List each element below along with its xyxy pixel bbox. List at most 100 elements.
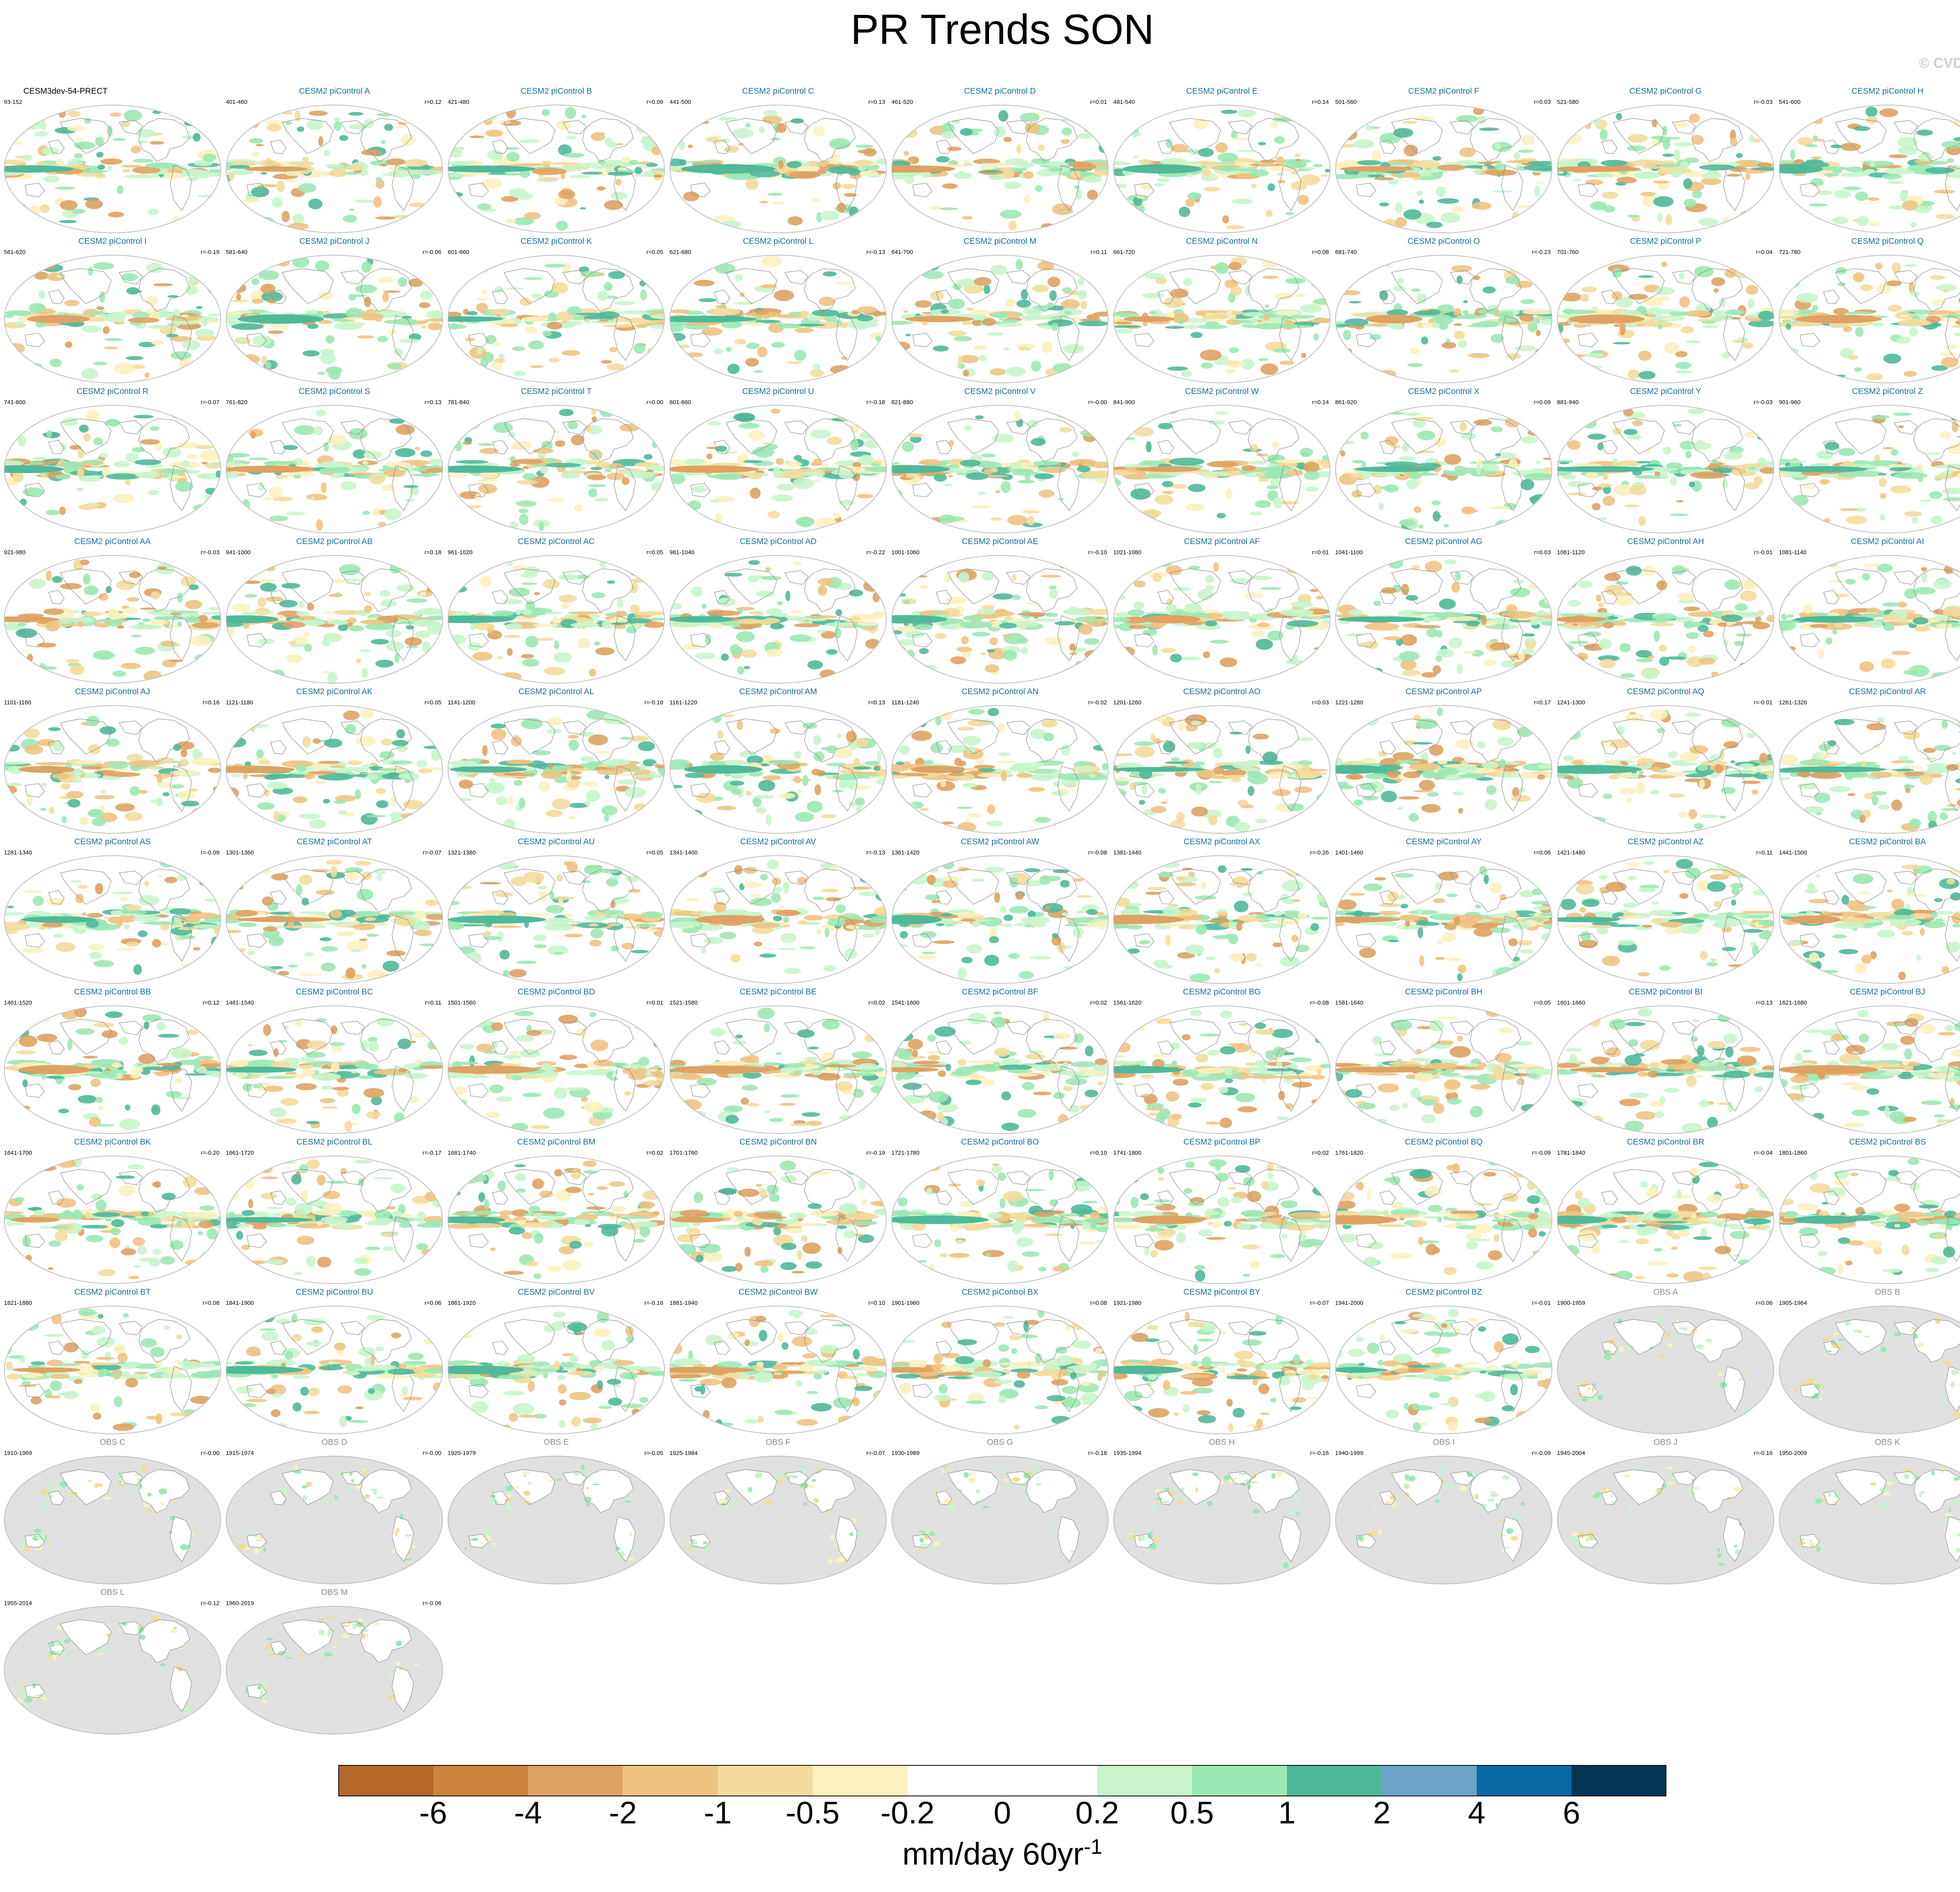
panel-title: CESM2 piControl AS <box>74 837 151 846</box>
map-panel: CESM2 piControl AW 1361-1420 r=-0.08 <box>889 837 1111 986</box>
panel-correlation: r=-0.08 <box>1088 849 1107 856</box>
map-panel: CESM2 piControl D 461-520 r=0.01 <box>889 86 1111 235</box>
panel-title: CESM2 piControl BN <box>739 1137 817 1146</box>
robinson-map <box>1779 255 1960 383</box>
robinson-map <box>4 555 221 684</box>
robinson-map <box>1335 555 1552 684</box>
colorbar-tick-label: 4 <box>1468 1795 1486 1830</box>
map-panel: CESM2 piControl AH 1061-1120 r=-0.01 <box>1555 537 1777 686</box>
map-panel: CESM2 piControl N 661-720 r=0.08 <box>1111 236 1333 385</box>
panel-years: 1481-1540 <box>226 1000 254 1006</box>
robinson-map <box>226 255 443 383</box>
robinson-map <box>1779 105 1960 233</box>
panel-years: 1141-1200 <box>448 699 475 706</box>
panel-title: CESM2 piControl AU <box>517 837 595 846</box>
map-panel: CESM2 piControl BR 1781-1840 r=-0.04 <box>1555 1137 1777 1286</box>
panel-correlation: r=-0.22 <box>866 549 885 556</box>
panel-correlation: r=0.13 <box>425 399 441 406</box>
panel-years: 1561-1620 <box>1113 1000 1142 1006</box>
panel-title: OBS K <box>1875 1438 1900 1447</box>
panel-years: 601-660 <box>448 249 470 256</box>
colorbar-swatch <box>1572 1765 1666 1796</box>
panel-years: 761-820 <box>226 399 248 406</box>
robinson-map <box>4 255 221 383</box>
map-panel: OBS G 1930-1989 r=-0.18 <box>889 1437 1111 1586</box>
panel-correlation: r=-0.16 <box>644 1300 663 1306</box>
panel-title: CESM2 piControl AB <box>296 537 373 546</box>
panel-years: 1930-1989 <box>891 1450 920 1457</box>
panel-title: CESM2 piControl L <box>743 237 813 246</box>
robinson-map <box>891 105 1109 233</box>
robinson-map <box>1557 555 1774 684</box>
panel-title: CESM2 piControl J <box>299 237 370 246</box>
panel-years: 1661-1720 <box>226 1150 254 1156</box>
panel-years: 1041-1100 <box>1335 549 1363 556</box>
panel-title: CESM2 piControl AO <box>1183 687 1261 696</box>
panel-years: 1441-1500 <box>1779 849 1807 856</box>
panel-correlation: r=-0.01 <box>1754 549 1773 556</box>
robinson-map <box>1113 705 1330 834</box>
panel-correlation: r=0.12 <box>425 99 441 105</box>
colorbar-swatch <box>623 1765 718 1796</box>
panel-title: CESM2 piControl BL <box>296 1137 372 1146</box>
panel-years: 1001-1060 <box>891 549 920 556</box>
panel-title: CESM3dev-54-PRECT <box>23 87 108 96</box>
robinson-map <box>891 405 1109 533</box>
robinson-map <box>448 1306 665 1434</box>
map-panel: CESM2 piControl AM 1161-1220 r=0.13 <box>667 687 889 836</box>
robinson-map <box>670 855 887 984</box>
robinson-map <box>670 105 887 233</box>
robinson-map <box>1557 1156 1774 1284</box>
panel-title: CESM2 piControl E <box>1186 87 1258 96</box>
panel-correlation: r=0.02 <box>1312 1150 1329 1156</box>
panel-title: CESM2 piControl BO <box>961 1137 1039 1146</box>
panel-title: CESM2 piControl Q <box>1851 237 1924 246</box>
robinson-map <box>1557 105 1774 233</box>
robinson-map <box>1335 1005 1552 1134</box>
panel-years: 981-1040 <box>670 549 695 556</box>
panel-title: CESM2 piControl S <box>298 387 370 396</box>
robinson-map <box>891 1456 1109 1584</box>
panel-years: 1905-1964 <box>1779 1300 1807 1306</box>
map-panel: OBS M 1960-2019 r=-0.06 <box>223 1587 445 1736</box>
map-panel: CESM2 piControl M 641-700 r=0.11 <box>889 236 1111 385</box>
panel-years: 781-840 <box>448 399 470 406</box>
panel-years: 1701-1760 <box>670 1150 698 1156</box>
panel-title: CESM2 piControl BG <box>1183 987 1261 996</box>
map-panel: OBS D 1915-1974 r=-0.00 <box>223 1437 445 1586</box>
panel-correlation: r=-0.00 <box>423 1450 441 1457</box>
panel-title: CESM2 piControl U <box>742 387 814 396</box>
map-panel: CESM2 piControl F 501-560 r=0.03 <box>1333 86 1555 235</box>
map-panel: CESM2 piControl P 701-760 r=0.04 <box>1555 236 1777 385</box>
panel-years: 441-500 <box>670 99 691 105</box>
robinson-map <box>1335 855 1552 984</box>
panel-years: 1501-1560 <box>448 1000 476 1006</box>
robinson-map <box>1113 255 1330 383</box>
colorbar-tick-label: -2 <box>609 1795 637 1830</box>
panel-years: 1721-1780 <box>891 1150 920 1156</box>
panel-years: 521-580 <box>1557 99 1579 105</box>
robinson-map <box>1335 255 1552 383</box>
panel-correlation: r=0.09 <box>646 99 663 105</box>
panel-years: 461-520 <box>891 99 913 105</box>
robinson-map <box>1335 1456 1552 1584</box>
robinson-map <box>448 255 665 383</box>
panel-title: CESM2 piControl T <box>521 387 592 396</box>
robinson-map <box>226 705 443 834</box>
panel-years: 1741-1800 <box>1113 1150 1142 1156</box>
panel-years: 1301-1360 <box>226 849 254 856</box>
panel-years: 881-940 <box>1557 399 1579 406</box>
colorbar-tick-label: -0.5 <box>786 1795 840 1830</box>
panel-correlation: r=-0.06 <box>423 1600 441 1607</box>
robinson-map <box>891 855 1109 984</box>
panel-title: CESM2 piControl AQ <box>1627 687 1704 696</box>
panel-correlation: r=0.12 <box>203 1000 220 1006</box>
panel-title: CESM2 piControl BP <box>1183 1137 1261 1146</box>
panel-title: CESM2 piControl C <box>742 87 814 96</box>
robinson-map <box>1779 855 1960 984</box>
colorbar-tick-label: 0 <box>993 1795 1011 1830</box>
colorbar-tick-label: -6 <box>419 1795 447 1830</box>
panel-title: CESM2 piControl BA <box>1849 837 1926 846</box>
map-panel: CESM2 piControl S 761-820 r=0.13 <box>223 386 445 535</box>
